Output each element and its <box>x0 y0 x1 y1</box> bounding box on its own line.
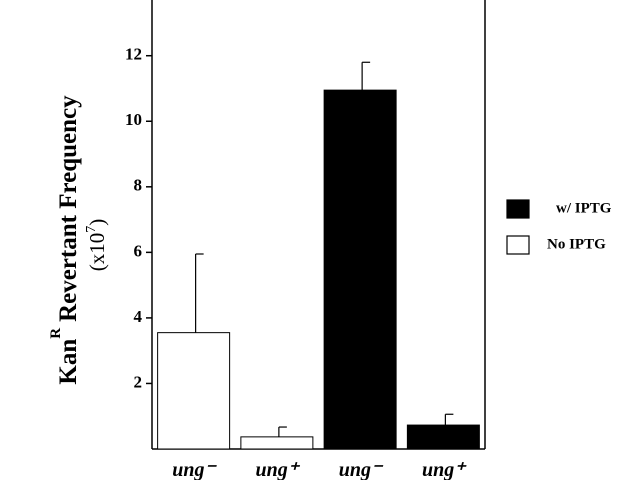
error-bar <box>444 413 454 426</box>
y-tick-label: 2 <box>134 372 143 391</box>
y-label-sup: R <box>48 328 64 339</box>
legend-swatch <box>506 235 530 255</box>
bar <box>157 332 231 450</box>
error-bar <box>361 61 371 91</box>
y-tick-label: 8 <box>134 176 143 195</box>
x-tick-label: ung⁻ <box>339 459 384 480</box>
y-axis-unit: (x107) <box>84 219 109 272</box>
error-bar <box>278 426 287 437</box>
y-label-main: Kan <box>55 339 82 385</box>
y-unit-end: ) <box>85 219 109 226</box>
y-label-rest: Revertant Frequency <box>55 95 82 322</box>
legend-swatch <box>506 199 530 219</box>
y-axis-label: KanR Revertant Frequency <box>48 95 82 385</box>
y-tick-label: 12 <box>125 45 142 64</box>
bar <box>240 436 314 450</box>
bar <box>323 89 397 450</box>
bar <box>406 424 480 450</box>
y-unit-main: (x10 <box>85 233 109 272</box>
y-tick-label: 4 <box>134 307 143 326</box>
legend-label: No IPTG <box>547 236 606 252</box>
y-tick-label: 6 <box>134 241 143 260</box>
x-tick-label: ung⁻ <box>172 459 217 480</box>
y-tick-label: 10 <box>125 110 142 129</box>
x-tick-label: ung⁺ <box>255 459 300 480</box>
error-bar <box>195 253 204 333</box>
y-unit-sup: 7 <box>84 226 99 233</box>
legend-label: w/ IPTG <box>556 200 612 216</box>
x-tick-label: ung⁺ <box>422 459 467 480</box>
